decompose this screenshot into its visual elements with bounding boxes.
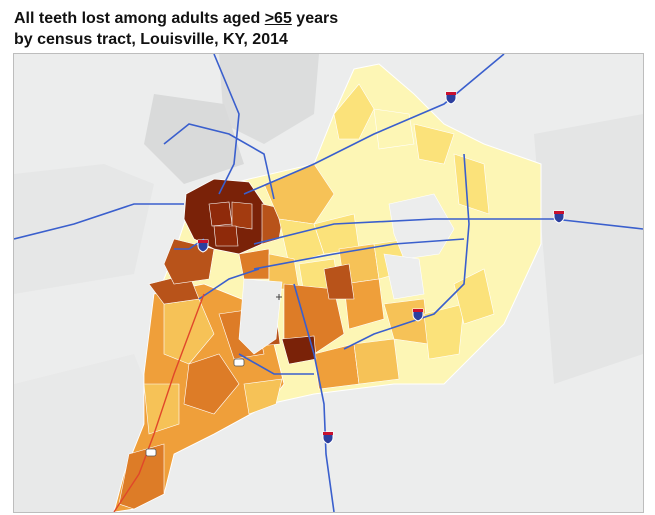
census-tract <box>423 303 465 360</box>
interstate-shield-icon <box>322 431 334 445</box>
interstate-shield-icon <box>197 239 209 253</box>
census-tract <box>143 383 180 435</box>
route-shield-icon <box>145 448 157 457</box>
census-tract <box>323 263 355 300</box>
census-tract <box>343 278 385 330</box>
census-tract <box>208 201 233 227</box>
basemap-area <box>219 54 319 144</box>
highway-loop <box>163 123 275 200</box>
route-shield-icon <box>233 358 245 367</box>
highway-connector-south <box>238 353 314 375</box>
census-tract <box>413 123 455 165</box>
title-line-1: All teeth lost among adults aged >65 yea… <box>14 10 339 27</box>
map-canvas <box>14 54 643 512</box>
state-route-shields <box>145 358 245 457</box>
highway-east <box>253 218 643 245</box>
census-tract <box>183 353 240 415</box>
interstate-shield-icon <box>412 308 424 322</box>
census-tract <box>453 153 490 215</box>
map-title: All teeth lost among adults aged >65 yea… <box>14 8 634 50</box>
census-tract <box>373 108 415 150</box>
excluded-area <box>383 253 425 300</box>
interstate-highways <box>14 54 643 512</box>
interstate-shields <box>197 91 565 445</box>
choropleth-map[interactable] <box>13 53 644 513</box>
highway-beltway <box>343 153 470 350</box>
interstate-shield-icon <box>553 210 565 224</box>
census-tract <box>243 378 283 415</box>
basemap-area <box>534 114 643 384</box>
highway-connector <box>198 268 260 300</box>
census-tract <box>231 201 253 230</box>
census-tract <box>281 335 317 365</box>
highway-south <box>293 283 335 512</box>
highway-west <box>14 203 184 240</box>
main-road <box>113 293 205 512</box>
census-tract <box>118 443 165 510</box>
census-tract <box>353 338 400 385</box>
census-tract <box>213 225 239 247</box>
interstate-shield-icon <box>445 91 457 105</box>
airport-icon <box>276 294 282 300</box>
title-line-2: by census tract, Louisville, KY, 2014 <box>14 31 288 48</box>
basemap-area <box>144 94 244 184</box>
highway-northeast <box>243 54 505 195</box>
highway-inner-east <box>253 238 465 270</box>
census-tract <box>333 83 375 140</box>
airport-area <box>238 278 283 355</box>
basemap-area <box>14 164 154 294</box>
